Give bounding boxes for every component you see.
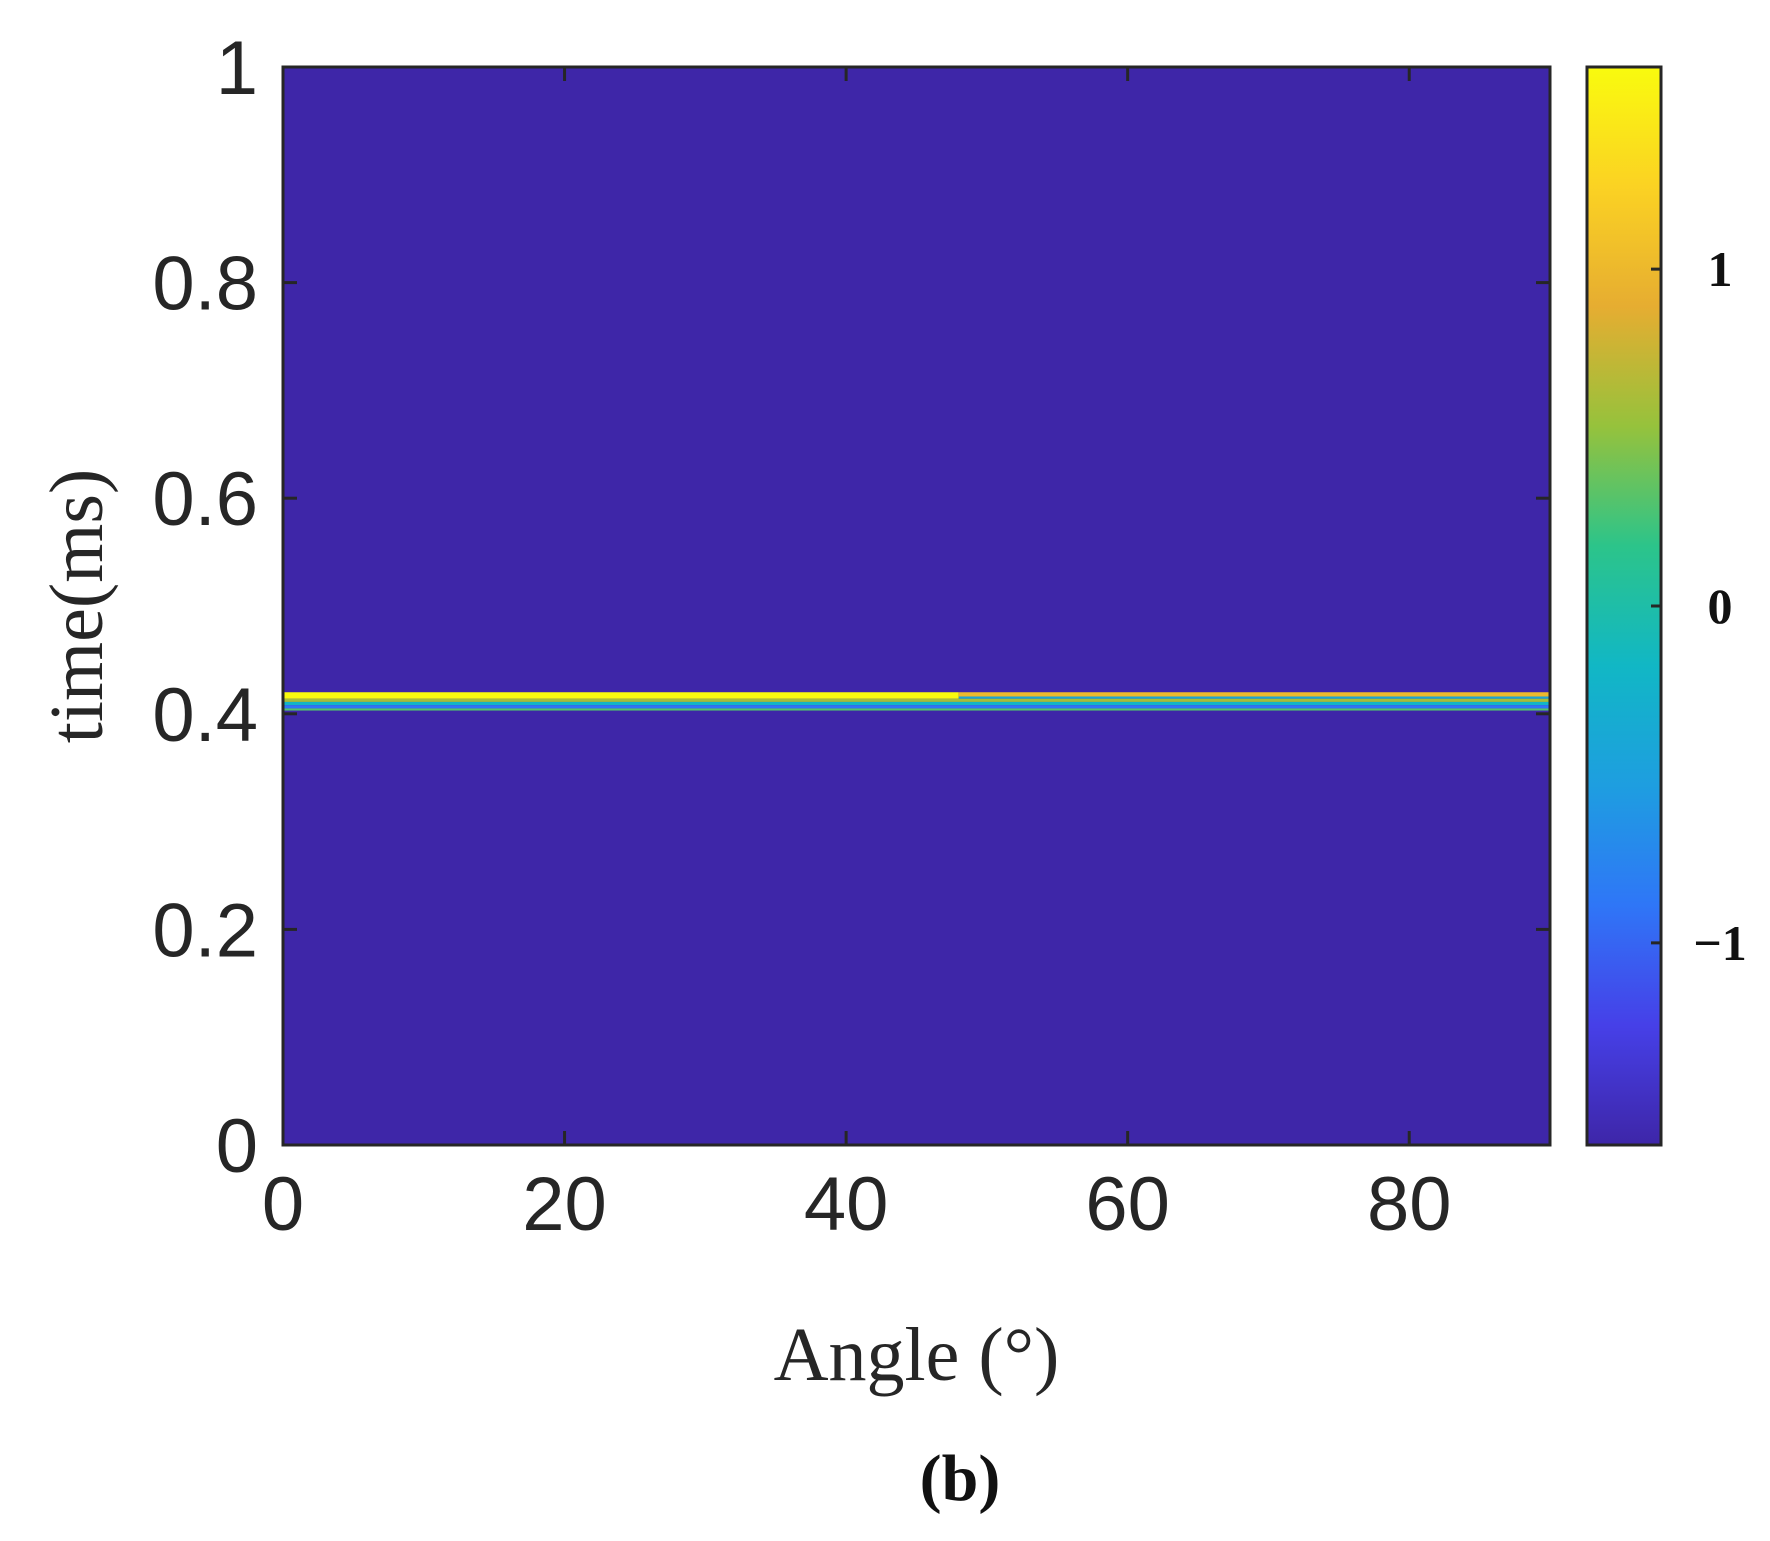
plot-frame [281,65,1552,1147]
y-axis-title: time(ms) [35,469,119,743]
heatmap-background [283,67,1550,1145]
colorbar-tick-label: 1 [1708,241,1733,297]
heatmap-band-4 [283,701,1550,706]
heatmap-band-1 [958,692,1550,697]
panel-label: (b) [920,1442,1001,1515]
colorbar: 1 0 −1 [1585,65,1747,1147]
x-axis-title: Angle (°) [774,1313,1060,1397]
heatmap-band-6 [283,708,1550,711]
x-tick-label: 80 [1367,1162,1452,1247]
x-tick-label: 0 [262,1162,304,1247]
x-axis-ticks: 0 20 40 60 80 [262,67,1452,1247]
heatmap-band-5 [283,705,1550,709]
y-tick-label: 0.8 [152,242,258,327]
colorbar-ticks: 1 0 −1 [1651,241,1747,971]
heatmap-band-0 [283,692,959,699]
heatmap-bands [283,692,1550,711]
plot-area: 0 20 40 60 80 0 0.2 0.4 0.6 0.8 1 [152,26,1552,1247]
colorbar-tick-label: −1 [1693,915,1747,971]
y-tick-label: 0.4 [152,673,258,758]
y-tick-label: 1 [216,26,258,111]
colorbar-tick-label: 0 [1708,578,1733,634]
y-tick-label: 0.2 [152,888,258,973]
heatmap-band-2 [958,696,1550,699]
y-tick-label: 0 [216,1104,258,1189]
colorbar-ramp [1585,65,1663,1147]
x-tick-label: 20 [522,1162,607,1247]
y-tick-label: 0.6 [152,457,258,542]
x-tick-label: 60 [1085,1162,1170,1247]
x-tick-label: 40 [804,1162,889,1247]
y-axis-ticks: 0 0.2 0.4 0.6 0.8 1 [152,26,1550,1189]
heatmap-band-3 [283,698,1550,702]
